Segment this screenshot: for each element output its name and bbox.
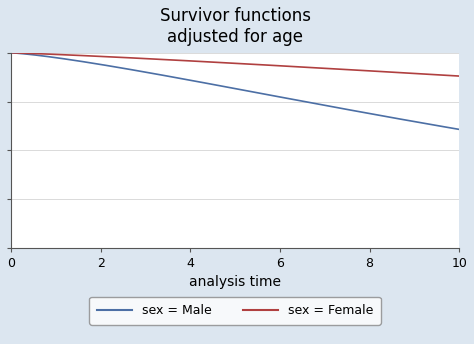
X-axis label: analysis time: analysis time (189, 275, 281, 289)
Legend: sex = Male, sex = Female: sex = Male, sex = Female (90, 297, 381, 325)
Title: Survivor functions
adjusted for age: Survivor functions adjusted for age (160, 7, 310, 46)
